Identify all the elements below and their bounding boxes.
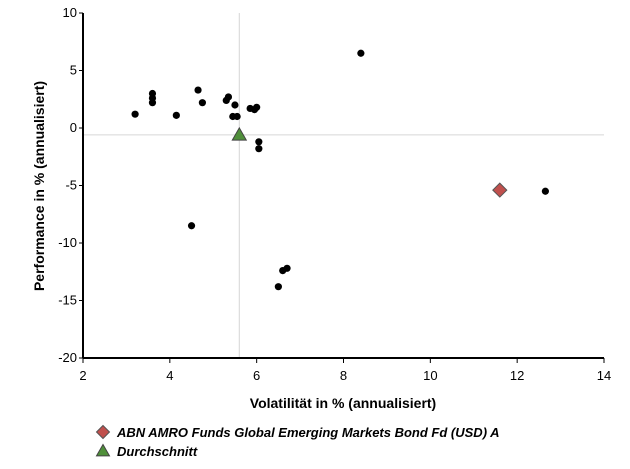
y-tick-label: 5 [70,63,77,78]
legend-item-fund-marker [95,424,111,440]
x-tick-label: 10 [423,368,437,383]
y-tick-label: 10 [63,5,77,20]
x-tick-label: 2 [79,368,86,383]
legend-item-average-marker [95,443,111,457]
x-tick-label: 12 [510,368,524,383]
peer-fund-point [148,99,157,107]
x-tick-label: 4 [166,368,173,383]
crosshair [83,13,604,358]
y-tick-label: -5 [65,178,77,193]
peer-fund-point [283,264,291,272]
peer-fund-point [357,49,365,57]
peer-fund-point [172,111,180,119]
average-point [231,126,248,141]
y-tick-label: 0 [70,120,77,135]
peer-fund-point [187,222,196,230]
peer-fund-point [541,187,549,195]
y-tick-label: -15 [58,293,77,308]
peer-fund-point [255,145,263,153]
peer-fund-point [198,99,206,107]
selected-fund-point [492,182,508,198]
axes [82,13,604,359]
x-tick-label: 8 [340,368,347,383]
peer-fund-point [131,110,139,118]
y-tick-label: -20 [58,350,77,365]
legend-item-average-label: Durchschnitt [117,444,198,459]
peer-fund-point [253,103,261,111]
y-axis-title: Performance in % (annualisiert) [31,81,47,291]
peer-fund-point [233,112,241,121]
x-tick-label: 6 [253,368,260,383]
legend: ABN AMRO Funds Global Emerging Markets B… [95,424,500,459]
data-points [131,49,549,291]
peer-fund-point [231,101,239,109]
legend-item-fund-label: ABN AMRO Funds Global Emerging Markets B… [116,425,500,440]
peer-fund-point [274,283,282,291]
peer-fund-point [255,138,263,146]
peer-fund-point [224,93,233,101]
tick-labels: 10 5 0 -5 -10 -15 -202 4 6 8 10 12 14 [58,5,611,383]
x-axis-title: Volatilität in % (annualisiert) [250,395,436,411]
x-tick-label: 14 [597,368,611,383]
peer-fund-point [194,86,202,94]
y-tick-label: -10 [58,235,77,250]
